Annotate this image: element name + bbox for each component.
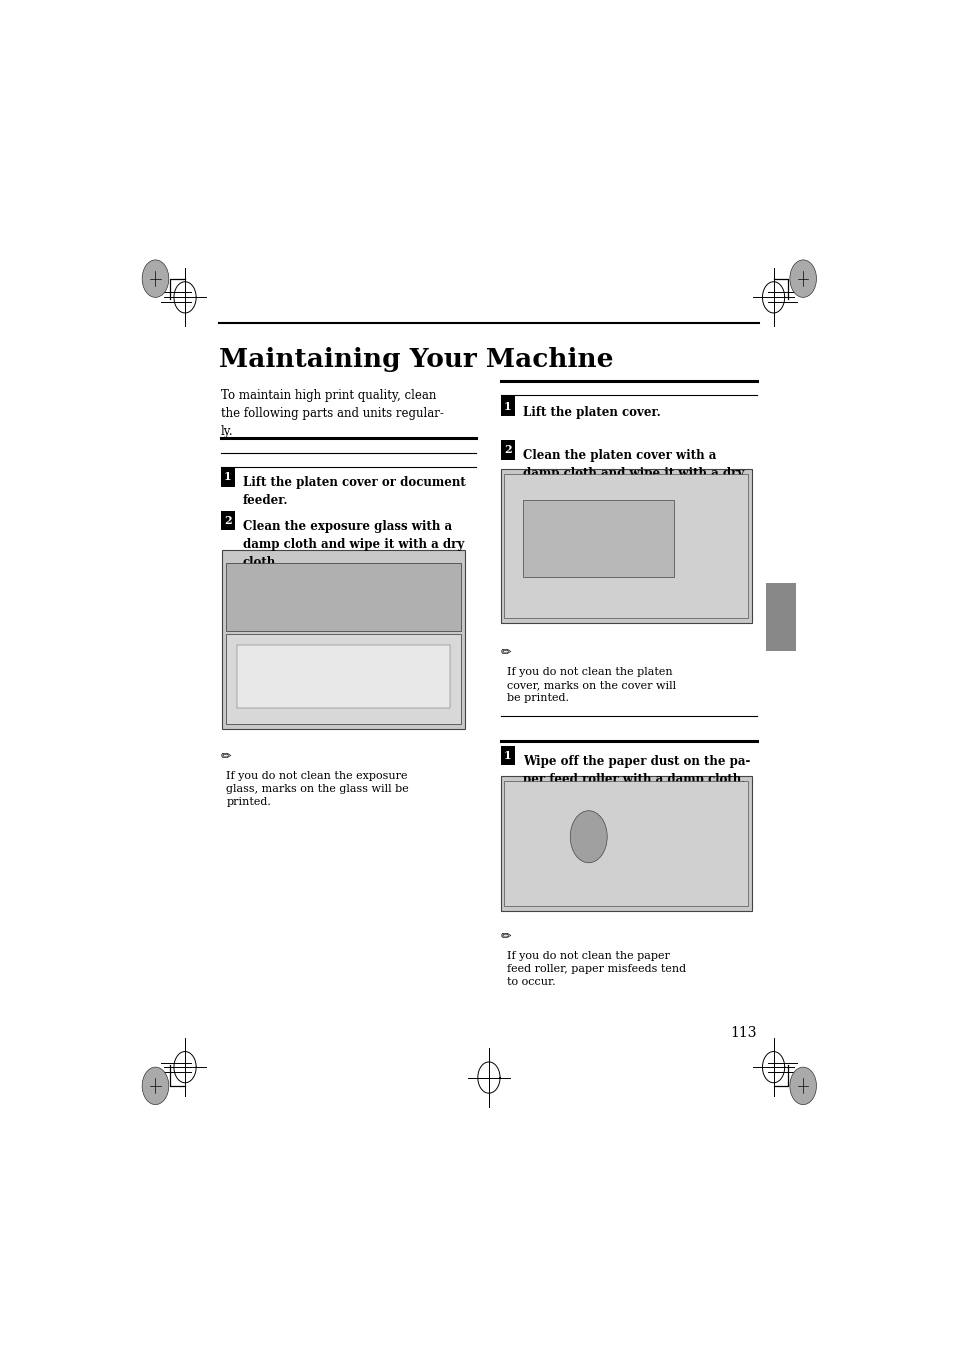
- Bar: [220, 467, 234, 486]
- Bar: [226, 562, 460, 631]
- Bar: [226, 635, 460, 724]
- Bar: [504, 474, 748, 617]
- Text: Lift the platen cover.: Lift the platen cover.: [522, 405, 660, 419]
- Bar: [500, 440, 515, 459]
- Text: To maintain high print quality, clean
the following parts and units regular-
ly.: To maintain high print quality, clean th…: [220, 389, 443, 438]
- Text: If you do not clean the paper
feed roller, paper misfeeds tend
to occur.: If you do not clean the paper feed rolle…: [506, 951, 685, 988]
- Bar: [500, 775, 751, 911]
- Bar: [500, 746, 515, 766]
- Text: Lift the platen cover or document
feeder.: Lift the platen cover or document feeder…: [242, 477, 465, 507]
- Bar: [522, 500, 673, 577]
- Text: Maintaining Your Machine: Maintaining Your Machine: [219, 347, 613, 373]
- Text: 113: 113: [730, 1025, 757, 1040]
- Text: If you do not clean the platen
cover, marks on the cover will
be printed.: If you do not clean the platen cover, ma…: [506, 666, 675, 703]
- Bar: [222, 550, 464, 730]
- Bar: [500, 396, 515, 416]
- Text: 1: 1: [224, 471, 232, 482]
- Bar: [504, 781, 748, 907]
- Circle shape: [789, 1067, 816, 1105]
- Bar: [236, 644, 449, 708]
- Bar: [220, 511, 234, 531]
- Text: ✏: ✏: [220, 751, 231, 763]
- Text: Clean the platen cover with a
damp cloth and wipe it with a dry
cloth.: Clean the platen cover with a damp cloth…: [522, 450, 743, 499]
- Bar: [500, 469, 751, 623]
- Circle shape: [142, 1067, 169, 1105]
- Text: 2: 2: [503, 444, 511, 455]
- Circle shape: [142, 259, 169, 297]
- Text: ✏: ✏: [500, 931, 511, 943]
- Circle shape: [570, 811, 606, 863]
- Text: Clean the exposure glass with a
damp cloth and wipe it with a dry
cloth.: Clean the exposure glass with a damp clo…: [242, 520, 463, 569]
- Text: ✏: ✏: [500, 647, 511, 659]
- Text: 1: 1: [503, 750, 511, 761]
- Text: 1: 1: [503, 400, 511, 412]
- Text: If you do not clean the exposure
glass, marks on the glass will be
printed.: If you do not clean the exposure glass, …: [226, 770, 409, 807]
- Bar: [765, 584, 795, 651]
- Text: Wipe off the paper dust on the pa-
per feed roller with a damp cloth,
then wipe : Wipe off the paper dust on the pa- per f…: [522, 755, 749, 804]
- Circle shape: [789, 259, 816, 297]
- Text: 2: 2: [224, 515, 232, 526]
